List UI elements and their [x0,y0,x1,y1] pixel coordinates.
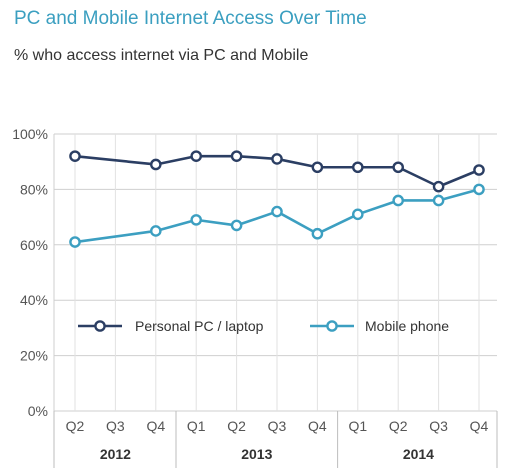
year-label: 2012 [100,446,131,462]
year-label: 2013 [241,446,272,462]
legend-item: Mobile phone [310,318,449,334]
data-point [311,227,324,240]
data-point [473,164,485,176]
legend-label: Mobile phone [365,318,449,334]
y-axis: 0% 20% 40% 60% 80% 100% [12,126,48,419]
x-tick-label: Q2 [66,418,85,434]
series-line [74,154,480,188]
data-point [190,214,202,226]
data-point [392,194,405,207]
data-point [69,150,81,162]
data-point [473,183,485,196]
chart-subtitle: % who access internet via PC and Mobile [14,47,309,64]
x-axis: Q2 Q3 Q4 Q1 Q2 Q3 Q4 Q1 Q2 Q3 Q4 2012 2013 2014 [53,411,498,468]
legend: Personal PC / laptop Mobile phone [78,318,449,334]
x-tick-label: Q1 [348,418,367,434]
data-point [149,225,162,237]
data-point [271,153,283,165]
legend-label: Personal PC / laptop [135,318,264,334]
y-tick-label: 40% [20,292,48,308]
x-tick-label: Q1 [187,418,206,434]
x-tick-label: Q3 [106,418,125,434]
data-point [230,219,243,232]
x-tick-label: Q2 [227,418,246,434]
legend-item: Personal PC / laptop [78,318,264,334]
data-point [190,150,202,162]
x-tick-label: Q4 [146,418,165,434]
y-tick-label: 0% [28,403,48,419]
legend-swatch-marker [94,320,106,332]
data-point [230,150,243,162]
data-point [311,161,324,174]
chart-title: PC and Mobile Internet Access Over Time [14,8,367,29]
grid [53,133,497,412]
data-point [271,205,283,218]
data-point [392,161,405,174]
data-point [149,158,162,171]
data-point [432,180,445,193]
series-mobile-phone [69,183,485,248]
data-point [69,236,81,248]
year-label: 2014 [403,446,434,462]
series-line [74,188,480,244]
data-point [351,208,364,221]
data-point [351,161,364,174]
x-tick-label: Q4 [470,418,489,434]
y-tick-label: 20% [20,348,48,364]
x-tick-label: Q4 [308,418,327,434]
legend-swatch-marker [326,320,338,332]
y-tick-label: 60% [20,237,48,253]
series-group [69,150,485,248]
y-tick-label: 80% [20,181,48,197]
x-tick-label: Q3 [268,418,287,434]
x-tick-label: Q3 [429,418,448,434]
data-point [432,194,445,207]
y-tick-label: 100% [12,126,48,142]
x-tick-label: Q2 [389,418,408,434]
series-personal-pc-laptop [69,150,485,193]
